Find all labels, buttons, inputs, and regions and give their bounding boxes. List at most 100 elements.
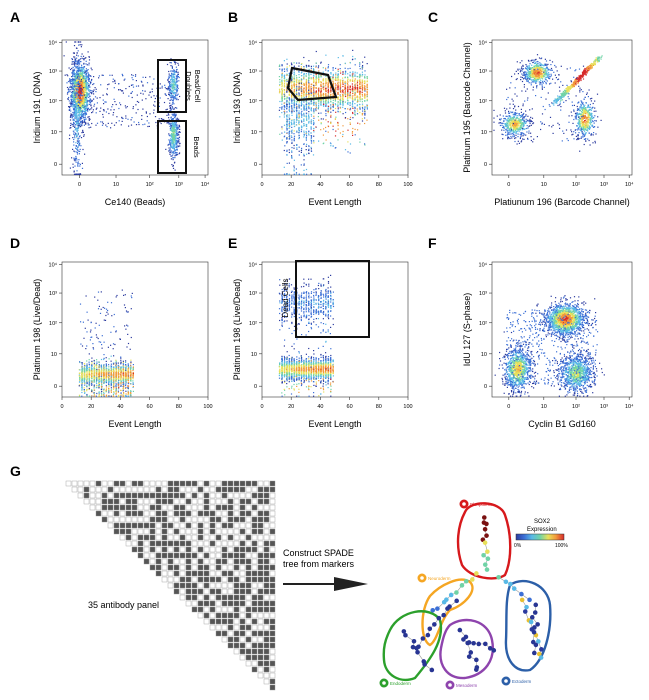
- plot-frame: [61, 39, 209, 176]
- density-cloud: [278, 274, 335, 397]
- panel-letter-g: G: [10, 463, 21, 479]
- y-axis-label: Platinum 198 (Live/Dead): [232, 279, 242, 381]
- x-tick-label: 0: [78, 182, 81, 188]
- x-axis-label: Cyclin B1 Gd160: [528, 419, 596, 429]
- x-tick-label: 10²: [572, 182, 580, 188]
- y-tick-label: 10³: [249, 69, 257, 75]
- legend-title-1: SOX2: [534, 519, 551, 525]
- x-axis-label: Event Length: [308, 419, 361, 429]
- panel-letter: A: [10, 9, 20, 25]
- node-label-pluripotent: Pluripotent: [459, 499, 492, 509]
- density-cloud: [494, 295, 605, 397]
- y-tick-label: 10: [251, 352, 257, 358]
- panel-letter: D: [10, 235, 20, 251]
- x-tick-label: 0: [260, 404, 263, 410]
- x-tick-label: 10: [113, 182, 119, 188]
- y-axis-label: Platinum 198 (Live/Dead): [32, 279, 42, 381]
- x-tick-label: 10²: [572, 404, 580, 410]
- x-tick-label: 10: [541, 182, 547, 188]
- sox2-legend: SOX2 Expression 0% 100%: [514, 519, 568, 549]
- x-tick-label: 10⁴: [201, 181, 210, 188]
- panel-c: C 0 10 10² 10³ 10⁴ 0 10 10² 10³ 10⁴ Platiunum 196 (…: [428, 9, 634, 207]
- plot-frame: [261, 39, 409, 176]
- y-tick-label: 0: [484, 384, 487, 390]
- x-axis-label: Ce140 (Beads): [105, 197, 166, 207]
- x-tick-label: 10³: [600, 182, 608, 188]
- y-tick-label: 10: [251, 130, 257, 136]
- density-cloud: [493, 54, 603, 152]
- x-tick-label: 20: [288, 404, 294, 410]
- x-tick-label: 0: [507, 404, 510, 410]
- x-tick-label: 100: [203, 404, 212, 410]
- x-tick-label: 80: [376, 404, 382, 410]
- arrow-label-line1: Construct SPADE: [283, 548, 354, 558]
- x-axis-label: Event Length: [308, 197, 361, 207]
- x-tick-label: 10²: [146, 182, 154, 188]
- gate-label-dead-cells: Dead Cells: [281, 278, 290, 317]
- y-tick-label: 10⁴: [49, 40, 58, 47]
- y-tick-label: 10³: [49, 291, 57, 297]
- panel-a: A 0 10 10² 10³ 10⁴ 0 10 10² 10³ 10⁴ Ce140 (Beads) Ir…: [10, 9, 210, 207]
- y-tick-label: 10³: [49, 69, 57, 75]
- x-axis-label: Platiunum 196 (Barcode Channel): [494, 197, 630, 207]
- gate-singlets: [286, 66, 338, 102]
- gate-dead-cells: [295, 260, 370, 338]
- node-label-ectoderm: Ectoderm: [501, 676, 532, 686]
- panel-letter: F: [428, 235, 437, 251]
- outline-endoderm: [382, 610, 443, 682]
- panel-b: B 0 20 40 60 80 100 0 10 10² 10³ 10⁴ Event Length Iri…: [228, 9, 413, 207]
- y-tick-label: 10²: [49, 99, 57, 105]
- y-tick-label: 10: [51, 130, 57, 136]
- outline-pluripotent: [456, 502, 512, 580]
- x-tick-label: 10⁴: [625, 181, 634, 188]
- y-axis-label: Iridium 191 (DNA): [32, 71, 42, 143]
- x-tick-label: 80: [176, 404, 182, 410]
- y-tick-label: 10³: [249, 291, 257, 297]
- node-label-mesoderm: Mesoderm: [445, 680, 478, 690]
- outline-ectoderm: [504, 579, 552, 672]
- legend-title-2: Expression: [527, 527, 557, 533]
- y-tick-label: 10²: [49, 321, 57, 327]
- y-tick-label: 0: [254, 384, 257, 390]
- outline-mesoderm: [439, 618, 495, 680]
- gate-bead-cell-doublets: [157, 59, 187, 113]
- density-cloud: [63, 41, 181, 175]
- y-tick-label: 10²: [479, 99, 487, 105]
- y-axis-label: Iridium 193 (DNA): [232, 71, 242, 143]
- x-tick-label: 20: [88, 404, 94, 410]
- spade-tree: [382, 502, 552, 682]
- matrix-label: 35 antibody panel: [88, 600, 159, 610]
- x-tick-label: 60: [347, 182, 353, 188]
- y-tick-label: 10³: [479, 291, 487, 297]
- x-tick-label: 100: [403, 182, 412, 188]
- x-tick-label: 40: [317, 182, 323, 188]
- density-cloud: [278, 49, 369, 175]
- gate-label-beads: Beads: [192, 136, 201, 158]
- node-label-endoderm: Endoderm: [379, 678, 411, 688]
- x-tick-label: 10³: [175, 182, 183, 188]
- y-tick-label: 10⁴: [249, 40, 258, 47]
- x-tick-label: 10³: [600, 404, 608, 410]
- x-tick-label: 60: [147, 404, 153, 410]
- panel-letter: B: [228, 9, 238, 25]
- gate-beads: [157, 120, 187, 174]
- y-tick-label: 10: [51, 352, 57, 358]
- y-tick-label: 0: [54, 384, 57, 390]
- panel-e: E 0 20 40 60 80 100 0 10 10² 10³ 10⁴ Event Length Pla…: [228, 235, 413, 429]
- y-tick-label: 10⁴: [479, 262, 488, 269]
- gate-label-doublets: Bead/CellDoublets: [184, 70, 202, 103]
- spade-arrow: [283, 577, 368, 591]
- panel-letter: C: [428, 9, 438, 25]
- legend-colorbar: [515, 533, 565, 541]
- y-tick-label: 10⁴: [479, 40, 488, 47]
- x-tick-label: 60: [347, 404, 353, 410]
- y-tick-label: 10: [481, 352, 487, 358]
- x-axis-label: Event Length: [108, 419, 161, 429]
- x-tick-label: 40: [317, 404, 323, 410]
- x-tick-label: 20: [288, 182, 294, 188]
- plot-frame: [491, 39, 633, 176]
- x-tick-label: 0: [60, 404, 63, 410]
- x-tick-label: 10⁴: [625, 403, 634, 410]
- x-tick-label: 40: [117, 404, 123, 410]
- node-label-neuroderm: Neuroderm: [417, 573, 451, 583]
